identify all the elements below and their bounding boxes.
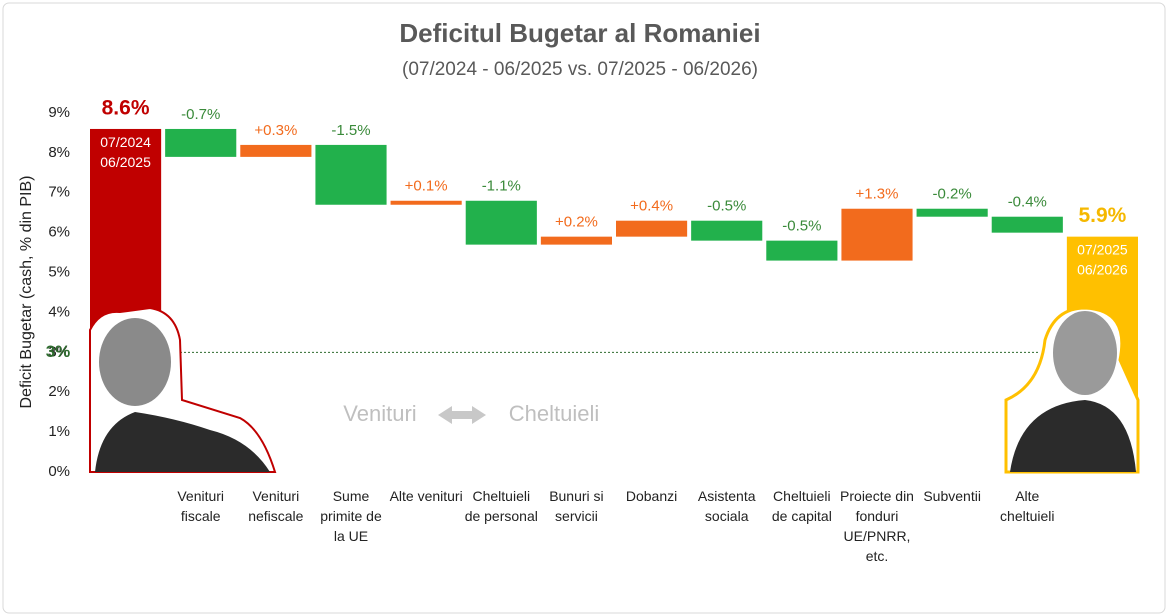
- y-tick-label: 2%: [48, 383, 70, 400]
- y-tick-label: 9%: [48, 104, 70, 121]
- delta-bar: [841, 208, 913, 261]
- arrow-icon: [438, 406, 486, 424]
- photo-body: [95, 412, 270, 472]
- chart-subtitle: (07/2024 - 06/2025 vs. 07/2025 - 06/2026…: [402, 59, 758, 80]
- delta-bar: [315, 144, 387, 205]
- y-tick-label: 4%: [48, 303, 70, 320]
- value-label: +0.2%: [555, 214, 598, 231]
- delta-bar: [240, 144, 312, 157]
- chart-title: Deficitul Bugetar al Romaniei: [399, 18, 760, 48]
- value-label: -0.5%: [782, 218, 821, 235]
- delta-bar: [691, 220, 763, 241]
- y-tick-label: 3%: [48, 343, 70, 360]
- value-label: -0.2%: [933, 186, 972, 203]
- x-tick-label: Sume primite de la UE: [320, 488, 382, 544]
- delta-bar: [991, 216, 1063, 233]
- y-tick-label: 7%: [48, 184, 70, 201]
- delta-bar: [390, 200, 462, 205]
- total-period-label: 07/2025 06/2026: [1077, 241, 1128, 277]
- x-tick-label: Subventii: [923, 488, 981, 504]
- value-label: +0.1%: [405, 178, 448, 195]
- delta-bar: [465, 200, 537, 245]
- value-label: +1.3%: [856, 186, 899, 203]
- delta-bar: [616, 220, 688, 237]
- photo-head: [1053, 311, 1117, 395]
- delta-bar: [540, 236, 612, 245]
- value-label: -0.4%: [1008, 194, 1047, 211]
- value-label: 8.6%: [102, 97, 150, 120]
- x-tick-label: Alte cheltuieli: [1000, 488, 1055, 524]
- photo-left: [89, 306, 277, 473]
- x-tick-label: Cheltuieli de capital: [771, 488, 832, 524]
- photo-body: [1010, 400, 1136, 472]
- photo-head: [99, 318, 171, 406]
- value-label: 5.9%: [1078, 204, 1126, 227]
- value-label: -1.1%: [482, 178, 521, 195]
- x-tick-label: Venituri fiscale: [177, 488, 225, 524]
- annotation: Venituri: [343, 401, 416, 426]
- delta-bar: [165, 128, 237, 157]
- value-label: -1.5%: [331, 122, 370, 139]
- y-tick-label: 1%: [48, 423, 70, 440]
- y-tick-label: 6%: [48, 224, 70, 241]
- value-label: +0.3%: [254, 122, 297, 139]
- photo-right: [1004, 306, 1140, 474]
- delta-bar: [766, 240, 838, 261]
- x-tick-label: Alte venituri: [389, 488, 463, 504]
- delta-bar: [916, 208, 988, 217]
- y-tick-label: 8%: [48, 144, 70, 161]
- x-tick-label: Proiecte din fonduri UE/PNRR, etc.: [840, 488, 914, 564]
- value-label: +0.4%: [630, 198, 673, 215]
- x-tick-label: Bunuri si servicii: [549, 488, 604, 524]
- threshold-label: 3%: [46, 342, 71, 361]
- value-label: -0.7%: [181, 106, 220, 123]
- value-label: -0.5%: [707, 198, 746, 215]
- annotation: Cheltuieli: [509, 401, 600, 426]
- y-axis-title: Deficit Bugetar (cash, % din PIB): [18, 176, 35, 409]
- x-tick-label: Dobanzi: [625, 488, 678, 504]
- x-tick-label: Venituri nefiscale: [248, 488, 304, 524]
- total-period-label: 07/2024 06/2025: [100, 134, 151, 170]
- y-tick-label: 0%: [48, 463, 70, 480]
- y-tick-label: 5%: [48, 264, 70, 281]
- x-tick-label: Asistenta sociala: [697, 488, 756, 524]
- x-tick-label: Cheltuieli de personal: [464, 488, 538, 524]
